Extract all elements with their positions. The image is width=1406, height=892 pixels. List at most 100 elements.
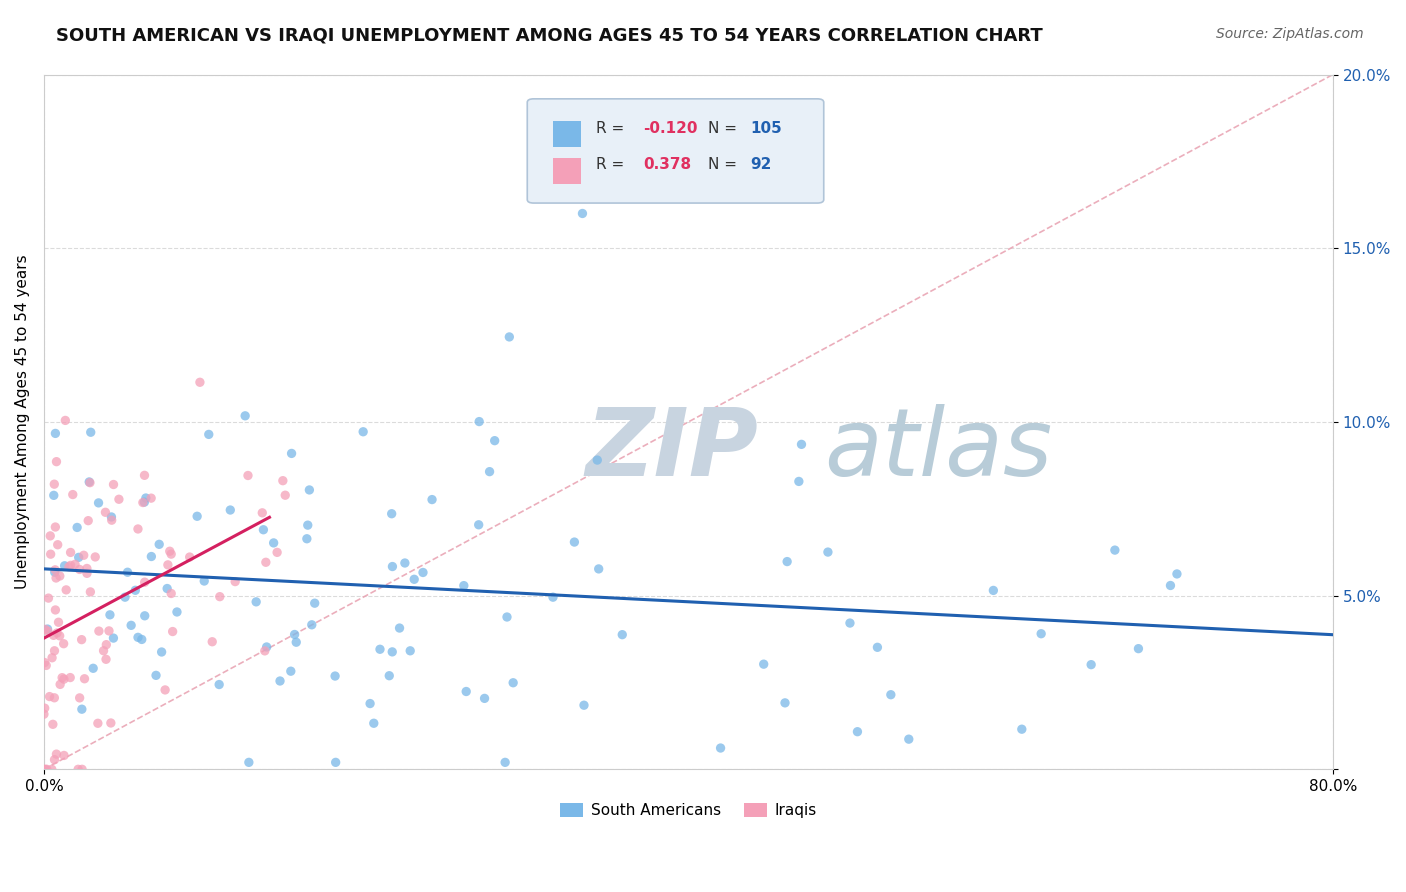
Point <box>866 640 889 655</box>
Point <box>236 468 259 483</box>
Point <box>588 562 610 576</box>
Point <box>363 716 385 731</box>
Point <box>87 624 110 638</box>
Point <box>141 549 163 564</box>
Point <box>66 520 89 534</box>
Point <box>141 491 163 505</box>
Point <box>186 509 208 524</box>
Point <box>41 762 63 776</box>
Text: Source: ZipAtlas.com: Source: ZipAtlas.com <box>1216 27 1364 41</box>
Point <box>45 571 67 585</box>
Point <box>62 487 84 501</box>
Point <box>70 632 93 647</box>
Point <box>252 523 274 537</box>
Point <box>269 673 291 688</box>
Point <box>381 645 404 659</box>
Point <box>166 605 188 619</box>
Point <box>120 618 142 632</box>
Point <box>145 668 167 682</box>
Point <box>100 513 122 527</box>
Point <box>256 640 278 654</box>
Point <box>98 624 121 638</box>
Point <box>709 741 731 756</box>
Point <box>839 615 862 630</box>
Point <box>51 671 73 685</box>
Point <box>498 330 520 344</box>
Point <box>94 652 117 666</box>
Point <box>156 558 179 572</box>
Text: ZIP: ZIP <box>585 404 758 496</box>
FancyBboxPatch shape <box>527 99 824 203</box>
Point <box>162 624 184 639</box>
Point <box>84 549 107 564</box>
Point <box>502 675 524 690</box>
Legend: South Americans, Iraqis: South Americans, Iraqis <box>554 797 823 824</box>
Point <box>352 425 374 439</box>
Text: R =: R = <box>596 121 628 136</box>
Point <box>1104 543 1126 558</box>
Point <box>301 617 323 632</box>
Point <box>496 610 519 624</box>
Point <box>274 488 297 502</box>
Text: atlas: atlas <box>824 404 1052 495</box>
Point <box>79 585 101 599</box>
Point <box>135 491 157 505</box>
Point <box>233 409 256 423</box>
Point <box>394 556 416 570</box>
Point <box>96 638 118 652</box>
Point <box>148 537 170 551</box>
Text: -0.120: -0.120 <box>644 121 697 136</box>
Point <box>266 545 288 559</box>
Point <box>586 453 609 467</box>
Point <box>82 661 104 675</box>
Point <box>59 558 82 573</box>
Point <box>484 434 506 448</box>
Point <box>63 558 86 572</box>
Point <box>420 492 443 507</box>
Point <box>388 621 411 635</box>
Point <box>76 561 98 575</box>
Point <box>752 657 775 672</box>
Point <box>880 688 903 702</box>
Point <box>253 644 276 658</box>
Point <box>252 506 274 520</box>
Point <box>42 628 65 642</box>
Point <box>52 672 75 686</box>
Point <box>790 437 813 451</box>
Point <box>127 522 149 536</box>
Point <box>70 762 93 776</box>
Point <box>846 724 869 739</box>
Point <box>114 590 136 604</box>
Point <box>571 206 593 220</box>
Point <box>983 583 1005 598</box>
Point <box>197 427 219 442</box>
Point <box>98 607 121 622</box>
Point <box>52 637 75 651</box>
Point <box>124 583 146 598</box>
FancyBboxPatch shape <box>553 121 582 147</box>
Text: 92: 92 <box>751 157 772 172</box>
Point <box>34 656 56 670</box>
Point <box>219 503 242 517</box>
Point <box>285 635 308 649</box>
Point <box>456 684 478 698</box>
Point <box>37 624 59 639</box>
Point <box>188 376 211 390</box>
Point <box>787 475 810 489</box>
Point <box>32 707 55 722</box>
Point <box>280 664 302 678</box>
Point <box>37 622 59 636</box>
Point <box>49 677 72 691</box>
Point <box>564 535 586 549</box>
Point <box>67 762 90 776</box>
Point <box>44 520 66 534</box>
Point <box>48 629 70 643</box>
Text: R =: R = <box>596 157 628 172</box>
Point <box>44 477 66 491</box>
Point <box>263 536 285 550</box>
Point <box>284 627 307 641</box>
Text: 105: 105 <box>751 121 782 136</box>
Point <box>131 632 153 647</box>
Point <box>77 475 100 489</box>
Point <box>378 669 401 683</box>
